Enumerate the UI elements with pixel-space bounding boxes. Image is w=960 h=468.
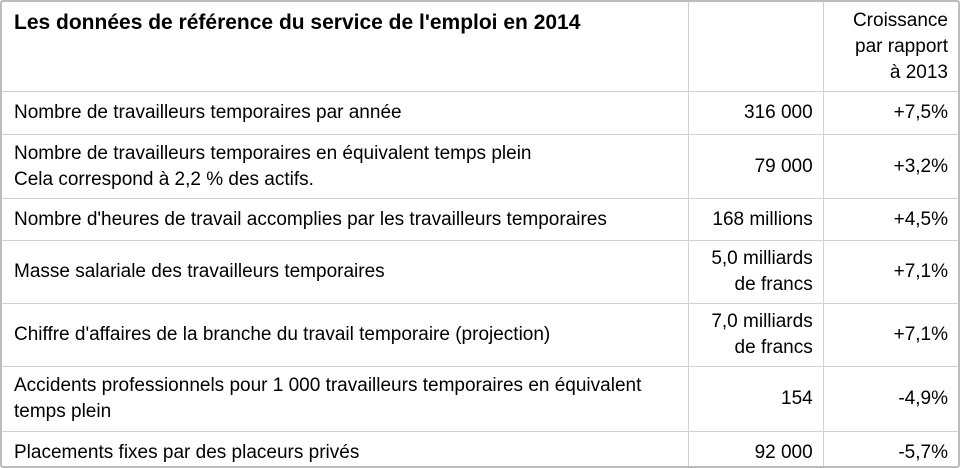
- row-value: 92 000: [688, 431, 824, 466]
- table-row: Chiffre d'affaires de la branche du trav…: [2, 303, 958, 367]
- row-growth: -5,7%: [898, 442, 948, 464]
- table-row: Nombre d'heures de travail accomplies pa…: [2, 198, 958, 241]
- row-value: 79 000: [688, 134, 824, 199]
- row-value: 7,0 milliards de francs: [688, 303, 824, 367]
- row-growth: -4,9%: [823, 366, 958, 432]
- table-row: Masse salariale des travailleurs tempora…: [2, 240, 958, 304]
- row-label: Placements fixes par des placeurs privés: [2, 431, 689, 466]
- row-growth: +7,1%: [823, 240, 958, 304]
- row-growth: +7,1%: [823, 303, 958, 367]
- row-label: Nombre de travailleurs temporaires en éq…: [2, 134, 689, 199]
- table-header: Les données de référence du service de l…: [2, 2, 958, 92]
- row-label: Chiffre d'affaires de la branche du trav…: [2, 303, 689, 367]
- row-growth: +7,5%: [823, 91, 958, 135]
- row-value: 154: [688, 366, 824, 432]
- row-value: 316 000: [688, 91, 824, 135]
- row-value: 5,0 milliards de francs: [688, 240, 824, 304]
- row-growth: +4,5%: [823, 198, 958, 241]
- row-label: Nombre d'heures de travail accomplies pa…: [2, 198, 689, 241]
- header-row: Les données de référence du service de l…: [2, 2, 958, 92]
- row-value: 168 millions: [688, 198, 824, 241]
- row-label: Nombre de travailleurs temporaires par a…: [2, 91, 689, 135]
- table-row: Nombre de travailleurs temporaires par a…: [2, 91, 958, 135]
- growth-column-header: Croissance par rapport à 2013: [823, 2, 958, 92]
- table-row: Placements fixes par des placeurs privés…: [2, 431, 958, 466]
- table-title: Les données de référence du service de l…: [2, 2, 689, 92]
- header-spacer-cell: [688, 2, 824, 92]
- row-label: Masse salariale des travailleurs tempora…: [2, 240, 689, 304]
- table-body: Nombre de travailleurs temporaires par a…: [2, 91, 958, 466]
- table-row: Accidents professionnels pour 1 000 trav…: [2, 366, 958, 432]
- row-label: Accidents professionnels pour 1 000 trav…: [2, 366, 689, 432]
- row-growth: +3,2%: [823, 134, 958, 199]
- table-row: Nombre de travailleurs temporaires en éq…: [2, 134, 958, 199]
